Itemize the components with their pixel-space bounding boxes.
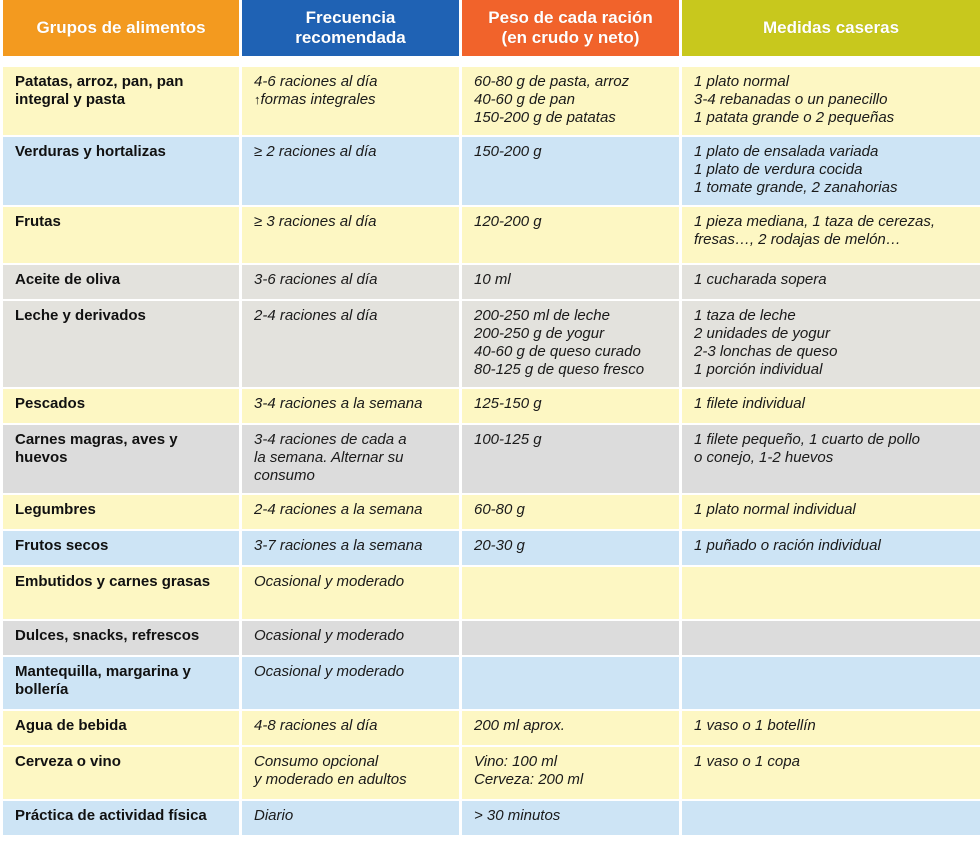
- table-row: Cerveza o vino Consumo opcional y modera…: [3, 745, 980, 799]
- table-row: Patatas, arroz, pan, pan integral y past…: [3, 65, 980, 135]
- weight-cell: 125-150 g: [462, 387, 679, 423]
- table-row: Agua de bebida 4-8 raciones al día 200 m…: [3, 709, 980, 745]
- food-group-cell: Cerveza o vino: [3, 745, 239, 799]
- table-row: Mantequilla, margarina y bollería Ocasio…: [3, 655, 980, 709]
- food-group-cell: Legumbres: [3, 493, 239, 529]
- weight-cell: [462, 655, 679, 709]
- weight-cell: 10 ml: [462, 263, 679, 299]
- food-group-cell: Mantequilla, margarina y bollería: [3, 655, 239, 709]
- header-portion-weight: Peso de cada ración (en crudo y neto): [462, 0, 679, 56]
- weight-cell: 200-250 ml de leche 200-250 g de yogur 4…: [462, 299, 679, 387]
- food-group-cell: Frutos secos: [3, 529, 239, 565]
- frequency-cell: Ocasional y moderado: [242, 619, 459, 655]
- frequency-cell: 2-4 raciones a la semana: [242, 493, 459, 529]
- frequency-cell: 4-6 raciones al día ↑formas integrales: [242, 65, 459, 135]
- table-row: Legumbres 2-4 raciones a la semana 60-80…: [3, 493, 980, 529]
- measures-cell: 1 filete pequeño, 1 cuarto de pollo o co…: [682, 423, 980, 493]
- frequency-cell: Diario: [242, 799, 459, 835]
- measures-cell: 1 plato normal 3-4 rebanadas o un paneci…: [682, 65, 980, 135]
- weight-cell: 120-200 g: [462, 205, 679, 263]
- measures-cell: 1 filete individual: [682, 387, 980, 423]
- table-row: Leche y derivados 2-4 raciones al día 20…: [3, 299, 980, 387]
- frequency-cell: 3-4 raciones de cada a la semana. Altern…: [242, 423, 459, 493]
- weight-cell: [462, 565, 679, 619]
- table-row: Pescados 3-4 raciones a la semana 125-15…: [3, 387, 980, 423]
- food-group-cell: Dulces, snacks, refrescos: [3, 619, 239, 655]
- food-group-cell: Leche y derivados: [3, 299, 239, 387]
- food-group-cell: Aceite de oliva: [3, 263, 239, 299]
- measures-cell: 1 taza de leche 2 unidades de yogur 2-3 …: [682, 299, 980, 387]
- weight-cell: 60-80 g: [462, 493, 679, 529]
- measures-cell: 1 plato normal individual: [682, 493, 980, 529]
- header-frequency: Frecuencia recomendada: [242, 0, 459, 56]
- table-row: Aceite de oliva 3-6 raciones al día 10 m…: [3, 263, 980, 299]
- weight-cell: 200 ml aprox.: [462, 709, 679, 745]
- measures-cell: 1 puñado o ración individual: [682, 529, 980, 565]
- frequency-cell: Ocasional y moderado: [242, 565, 459, 619]
- measures-cell: [682, 619, 980, 655]
- measures-cell: 1 pieza mediana, 1 taza de cerezas, fres…: [682, 205, 980, 263]
- weight-cell: 60-80 g de pasta, arroz 40-60 g de pan 1…: [462, 65, 679, 135]
- frequency-cell: Ocasional y moderado: [242, 655, 459, 709]
- food-groups-table: Grupos de alimentos Frecuencia recomendad…: [3, 0, 980, 835]
- measures-cell: 1 vaso o 1 copa: [682, 745, 980, 799]
- table-row: Carnes magras, aves y huevos 3-4 racione…: [3, 423, 980, 493]
- frequency-cell: 4-8 raciones al día: [242, 709, 459, 745]
- food-group-cell: Carnes magras, aves y huevos: [3, 423, 239, 493]
- weight-cell: 100-125 g: [462, 423, 679, 493]
- weight-cell: [462, 619, 679, 655]
- table-row: Verduras y hortalizas ≥ 2 raciones al dí…: [3, 135, 980, 205]
- table-row: Práctica de actividad física Diario > 30…: [3, 799, 980, 835]
- frequency-cell: 3-6 raciones al día: [242, 263, 459, 299]
- frequency-cell: Consumo opcional y moderado en adultos: [242, 745, 459, 799]
- food-group-cell: Práctica de actividad física: [3, 799, 239, 835]
- frequency-cell: 3-7 raciones a la semana: [242, 529, 459, 565]
- measures-cell: 1 cucharada sopera: [682, 263, 980, 299]
- measures-cell: 1 plato de ensalada variada 1 plato de v…: [682, 135, 980, 205]
- food-group-cell: Agua de bebida: [3, 709, 239, 745]
- weight-cell: 20-30 g: [462, 529, 679, 565]
- measures-cell: [682, 565, 980, 619]
- header-groups: Grupos de alimentos: [3, 0, 239, 56]
- frequency-cell: 3-4 raciones a la semana: [242, 387, 459, 423]
- weight-cell: Vino: 100 ml Cerveza: 200 ml: [462, 745, 679, 799]
- food-group-cell: Pescados: [3, 387, 239, 423]
- measures-cell: [682, 799, 980, 835]
- table-row: Frutas ≥ 3 raciones al día 120-200 g 1 p…: [3, 205, 980, 263]
- measures-cell: 1 vaso o 1 botellín: [682, 709, 980, 745]
- table-row: Embutidos y carnes grasas Ocasional y mo…: [3, 565, 980, 619]
- food-group-cell: Frutas: [3, 205, 239, 263]
- food-group-cell: Patatas, arroz, pan, pan integral y past…: [3, 65, 239, 135]
- frequency-cell: ≥ 2 raciones al día: [242, 135, 459, 205]
- header-household-measures: Medidas caseras: [682, 0, 980, 56]
- arrow-up-icon: ↑: [254, 92, 261, 107]
- frequency-cell: 2-4 raciones al día: [242, 299, 459, 387]
- food-group-cell: Embutidos y carnes grasas: [3, 565, 239, 619]
- header-row: Grupos de alimentos Frecuencia recomendad…: [3, 0, 980, 56]
- weight-cell: 150-200 g: [462, 135, 679, 205]
- weight-cell: > 30 minutos: [462, 799, 679, 835]
- food-group-cell: Verduras y hortalizas: [3, 135, 239, 205]
- frequency-cell: ≥ 3 raciones al día: [242, 205, 459, 263]
- measures-cell: [682, 655, 980, 709]
- table-row: Dulces, snacks, refrescos Ocasional y mo…: [3, 619, 980, 655]
- table-row: Frutos secos 3-7 raciones a la semana 20…: [3, 529, 980, 565]
